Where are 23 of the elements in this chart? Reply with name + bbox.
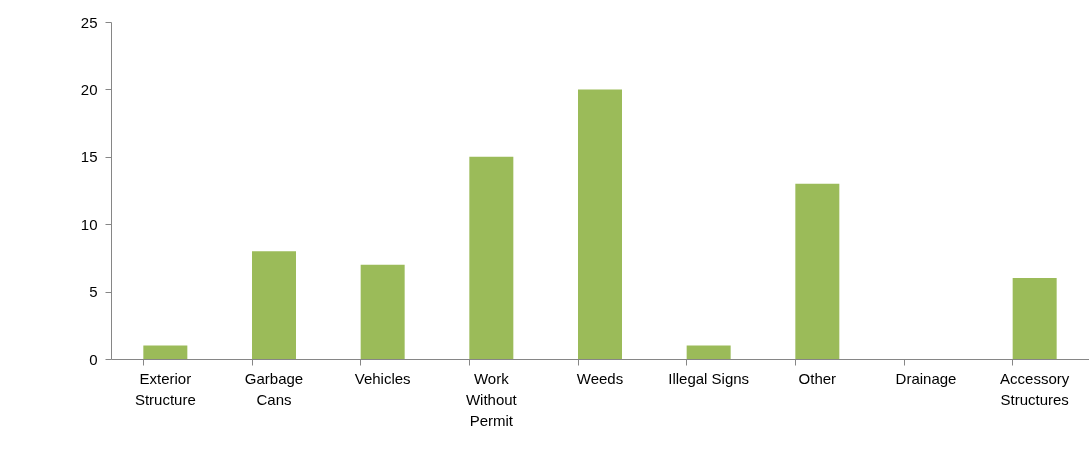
y-tick-label: 20 [80, 80, 98, 98]
y-tick-label: 0 [89, 350, 98, 368]
bar [795, 183, 840, 359]
x-tick-label: Work Without Permit [465, 369, 518, 429]
bar [252, 251, 296, 359]
y-tick-label: 25 [80, 13, 98, 31]
bar [1012, 278, 1057, 359]
x-tick-label: Weeds [576, 369, 624, 387]
x-tick-label: Garbage Cans [244, 369, 304, 408]
x-tick-label: Other [798, 369, 837, 387]
x-tick-label: Accessory Structures [1000, 369, 1070, 408]
y-tick-label: 10 [80, 215, 98, 233]
x-tick-label: Vehicles [354, 369, 411, 387]
bar [686, 345, 731, 359]
bar [360, 264, 405, 359]
bar [578, 89, 622, 359]
x-tick-label: Drainage [895, 369, 957, 387]
x-tick-label: Exterior Structure [134, 369, 196, 408]
x-tick-label: Illegal Signs [668, 369, 750, 387]
y-tick-label: 5 [89, 283, 98, 301]
bar [143, 345, 188, 359]
y-tick-label: 15 [80, 148, 98, 166]
bar [469, 156, 514, 359]
